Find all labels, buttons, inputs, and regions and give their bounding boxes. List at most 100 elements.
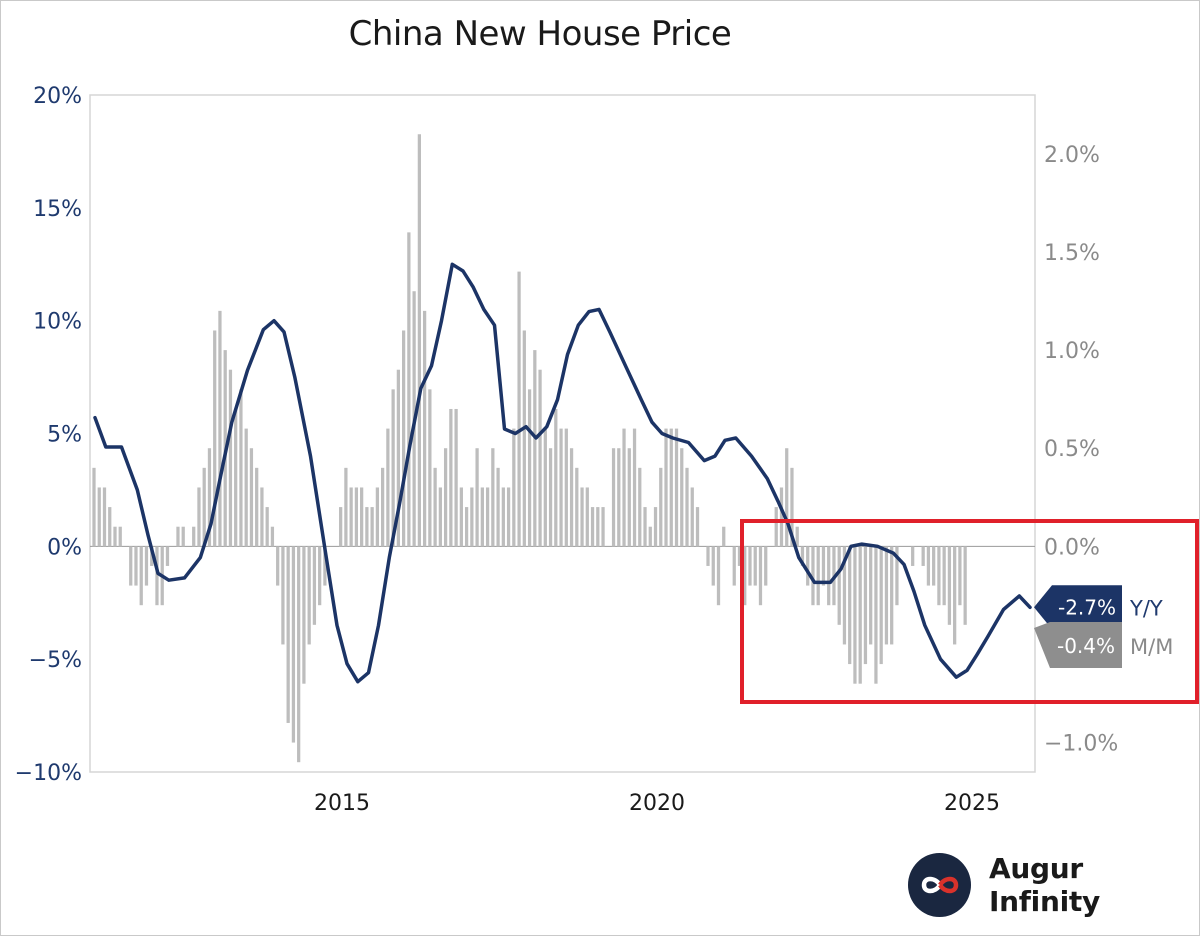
- mm-bar: [433, 467, 437, 547]
- mm-bar: [622, 428, 626, 547]
- mm-bar: [790, 467, 794, 547]
- mm-bar: [554, 408, 558, 547]
- mm-bar: [517, 271, 521, 547]
- mm-bar: [863, 546, 868, 665]
- mm-bar: [485, 487, 490, 547]
- mm-bar: [590, 507, 595, 547]
- mm-bar: [102, 487, 107, 547]
- mm-bar: [239, 389, 243, 547]
- x-axis-tick: 2015: [314, 791, 370, 816]
- mm-bar: [858, 546, 862, 684]
- mm-bar: [548, 448, 553, 547]
- right-axis-tick: 2.0%: [1044, 143, 1100, 168]
- mm-bar: [270, 526, 275, 547]
- mm-bar: [349, 487, 353, 547]
- mm-bar: [722, 526, 726, 547]
- mm-bar: [638, 467, 642, 547]
- mm-bar: [422, 310, 427, 547]
- mm-bar: [344, 467, 348, 547]
- left-axis-tick: −10%: [15, 761, 82, 786]
- mm-bar: [884, 546, 889, 645]
- plot-area: [89, 94, 1036, 773]
- mm-bar: [632, 428, 637, 547]
- mm-bar: [202, 467, 206, 547]
- mm-bar: [323, 546, 327, 586]
- mm-bar: [617, 448, 621, 547]
- mm-bar: [396, 369, 401, 547]
- mm-bar: [281, 546, 285, 645]
- mm-value-label: -0.4%: [1057, 634, 1115, 658]
- mm-bar: [706, 546, 710, 566]
- mm-bar: [370, 507, 374, 547]
- mm-bar: [716, 546, 721, 606]
- mm-bar: [386, 428, 390, 547]
- mm-bar: [176, 526, 180, 547]
- mm-bar: [921, 546, 925, 566]
- brand-logo: Augur Infinity: [908, 852, 1200, 918]
- mm-legend-label: M/M: [1130, 635, 1173, 659]
- mm-bar: [758, 546, 763, 606]
- mm-bar: [449, 408, 453, 547]
- mm-bar: [192, 526, 196, 547]
- mm-bar: [821, 546, 826, 586]
- mm-bar: [475, 448, 479, 547]
- mm-bar: [543, 428, 547, 547]
- mm-bar: [496, 467, 500, 547]
- mm-bar: [312, 546, 317, 625]
- mm-bar: [512, 428, 516, 547]
- mm-bar: [339, 507, 343, 547]
- mm-bar: [559, 428, 563, 547]
- mm-bar: [643, 507, 647, 547]
- mm-bar: [522, 330, 526, 547]
- mm-bar: [197, 487, 201, 547]
- mm-bar: [129, 546, 133, 586]
- mm-bar: [365, 507, 369, 547]
- mm-bar: [302, 546, 306, 684]
- mm-bar: [947, 546, 952, 625]
- mm-bar: [963, 546, 967, 625]
- mm-bar: [249, 448, 254, 547]
- right-axis-tick: 1.5%: [1044, 241, 1100, 266]
- brand-name: Augur Infinity: [989, 852, 1100, 918]
- mm-bar: [827, 546, 831, 606]
- mm-bar: [800, 546, 805, 566]
- mm-bar: [501, 487, 505, 547]
- mm-bar: [244, 428, 248, 547]
- mm-bar: [748, 546, 752, 586]
- mm-bar: [564, 428, 568, 547]
- mm-bar: [669, 428, 673, 547]
- mm-bar: [585, 487, 589, 547]
- mm-bar: [218, 310, 222, 547]
- mm-bar: [260, 487, 264, 547]
- mm-bar: [926, 546, 931, 586]
- mm-bar: [958, 546, 962, 606]
- mm-bar: [459, 487, 463, 547]
- mm-bar: [664, 428, 668, 547]
- mm-bar: [113, 526, 117, 547]
- mm-bar: [375, 487, 380, 547]
- mm-bar: [695, 507, 700, 547]
- mm-bar: [480, 487, 484, 547]
- mm-bar: [265, 507, 269, 547]
- mm-bar: [360, 487, 364, 547]
- mm-value-tag: [1034, 622, 1122, 668]
- mm-bar: [774, 507, 778, 547]
- mm-bar: [417, 134, 421, 547]
- mm-bar: [853, 546, 857, 684]
- mm-bar: [506, 487, 511, 547]
- infinity-icon: [908, 853, 972, 917]
- mm-bar: [690, 487, 694, 547]
- mm-bar: [659, 467, 663, 547]
- mm-bar: [764, 546, 768, 586]
- mm-bar: [533, 350, 537, 547]
- mm-bar: [648, 526, 652, 547]
- mm-bar: [653, 507, 658, 547]
- mm-bar: [596, 507, 600, 547]
- mm-bar: [569, 448, 574, 547]
- mm-bar: [601, 507, 605, 547]
- mm-bar: [155, 546, 159, 606]
- mm-bar: [806, 546, 810, 586]
- mm-bar: [874, 546, 878, 684]
- mm-bar: [785, 448, 789, 547]
